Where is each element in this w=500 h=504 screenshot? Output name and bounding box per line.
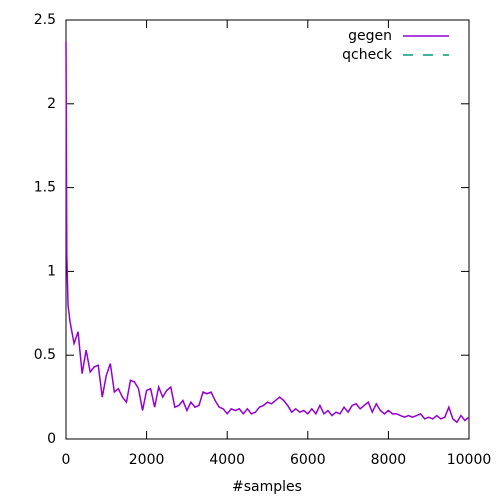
x-tick-label: 6000 bbox=[290, 452, 326, 468]
plot-border bbox=[65, 19, 470, 440]
y-tick-label: 2.5 bbox=[34, 12, 56, 28]
legend-label: qcheck bbox=[342, 47, 393, 63]
x-axis-label: #samples bbox=[232, 479, 302, 495]
y-tick-label: 1.5 bbox=[34, 180, 56, 196]
y-tick-label: 0.5 bbox=[34, 347, 56, 363]
x-tick-label: 2000 bbox=[129, 452, 165, 468]
x-tick-label: 8000 bbox=[371, 452, 407, 468]
legend-label: gegen bbox=[348, 28, 392, 44]
x-tick-label: 0 bbox=[62, 452, 71, 468]
series-line bbox=[65, 41, 470, 424]
y-tick-label: 2 bbox=[47, 96, 56, 112]
y-tick-label: 0 bbox=[47, 431, 56, 447]
x-tick-label: 10000 bbox=[447, 452, 492, 468]
x-tick-label: 4000 bbox=[209, 452, 245, 468]
y-tick-label: 1 bbox=[47, 263, 56, 279]
